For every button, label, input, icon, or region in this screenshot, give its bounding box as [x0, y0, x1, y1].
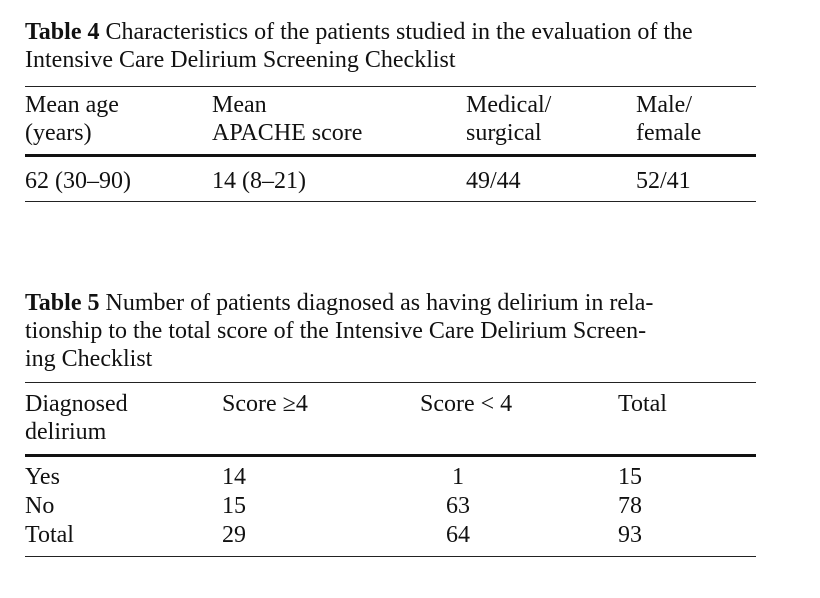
table-5-cell: 63: [446, 493, 470, 519]
table-4-cell: 49/44: [466, 168, 521, 194]
header-line: delirium: [25, 419, 107, 445]
table-5-row-label: Yes: [25, 464, 60, 490]
table-4-header-male-female: Male/ female: [636, 91, 701, 147]
header-line: (years): [25, 120, 92, 146]
header-line: Diagnosed: [25, 391, 128, 417]
header-line: Mean: [212, 92, 267, 118]
table-4-bottom-rule: [25, 201, 756, 202]
table-5-header-score-lt4: Score < 4: [420, 391, 513, 417]
table-5-row-label: Total: [25, 522, 74, 548]
table-5-caption-text: Number of patients diagnosed as having d…: [99, 290, 654, 316]
table-5-cell: 78: [618, 493, 642, 519]
table-5-row-label: No: [25, 493, 55, 519]
table-5-header-rule: [25, 454, 756, 457]
table-4-caption-text: Characteristics of the patients studied …: [25, 19, 693, 73]
table-5: Table 5 Number of patients diagnosed as …: [25, 0, 756, 598]
table-4-header-apache: Mean APACHE score: [212, 91, 362, 147]
table-5-top-rule: [25, 382, 756, 383]
header-line: Male/: [636, 92, 692, 118]
table-5-cell: 29: [222, 522, 246, 548]
table-5-header-total: Total: [618, 391, 667, 417]
table-4-top-rule: [25, 86, 756, 87]
table-5-cell: 14: [222, 464, 246, 490]
table-4-cell: 52/41: [636, 168, 691, 194]
header-line: female: [636, 120, 702, 146]
table-5-cell: 93: [618, 522, 642, 548]
table-4-label: Table 4: [25, 19, 100, 45]
header-line: surgical: [466, 120, 542, 146]
table-5-cell: 64: [446, 522, 470, 548]
table-5-caption-line-2: tionship to the total score of the Inten…: [25, 318, 647, 344]
table-5-cell: 1: [452, 464, 464, 490]
table-4-header-mean-age: Mean age (years): [25, 91, 119, 147]
header-line: Mean age: [25, 92, 119, 118]
table-5-caption-line-1: Table 5 Number of patients diagnosed as …: [25, 289, 756, 317]
table-4-cell: 62 (30–90): [25, 168, 131, 194]
table-4-header-medical-surgical: Medical/ surgical: [466, 91, 551, 147]
table-4-caption: Table 4 Characteristics of the patients …: [25, 18, 756, 74]
header-line: APACHE score: [212, 120, 363, 146]
table-5-bottom-rule: [25, 556, 756, 557]
table-5-caption-line-3: ing Checklist: [25, 346, 153, 372]
table-5-caption: Table 5 Number of patients diagnosed as …: [25, 289, 756, 373]
table-4: Table 4 Characteristics of the patients …: [25, 0, 756, 210]
table-5-label: Table 5: [25, 290, 100, 316]
table-4-cell: 14 (8–21): [212, 168, 306, 194]
table-5-header-diagnosed: Diagnosed delirium: [25, 390, 128, 446]
table-5-cell: 15: [222, 493, 246, 519]
table-5-cell: 15: [618, 464, 642, 490]
table-5-header-score-ge4: Score ≥4: [222, 391, 308, 417]
table-4-header-rule: [25, 154, 756, 157]
header-line: Medical/: [466, 92, 552, 118]
